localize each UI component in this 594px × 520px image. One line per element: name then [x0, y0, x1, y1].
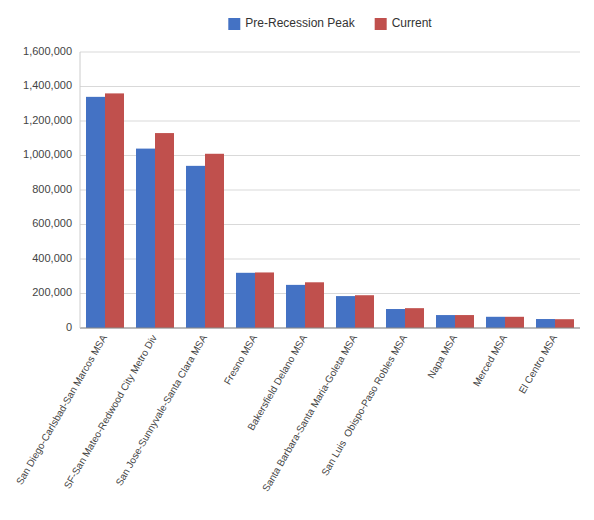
bar: [186, 166, 205, 328]
y-tick-label: 800,000: [32, 183, 72, 195]
legend-label: Pre-Recession Peak: [245, 16, 355, 30]
bar: [505, 317, 524, 328]
bar: [155, 133, 174, 328]
x-tick-label: SF-San Mateo-Redwood City Metro Div: [62, 333, 159, 491]
grid-line: [80, 86, 580, 87]
bar: [405, 308, 424, 328]
bar: [355, 295, 374, 328]
y-tick-label: 0: [66, 321, 72, 333]
bars: [86, 93, 574, 328]
bar: [305, 282, 324, 328]
y-tick-label: 600,000: [32, 217, 72, 229]
bar: [205, 154, 224, 328]
legend: Pre-Recession Peak Current: [228, 16, 432, 30]
bar: [536, 319, 555, 328]
x-tick-label: El Centro MSA: [516, 333, 559, 396]
bar: [255, 272, 274, 328]
x-tick-label: Fresno MSA: [222, 333, 259, 387]
y-tick-label: 1,000,000: [23, 148, 72, 160]
y-tick-label: 1,600,000: [23, 45, 72, 57]
bar: [386, 309, 405, 328]
x-tick-label: Bakersfield Delano MSA: [245, 333, 309, 433]
bar: [136, 149, 155, 328]
legend-swatch: [375, 18, 387, 30]
legend-label: Current: [392, 16, 433, 30]
bar: [236, 273, 255, 328]
chart: 0 200,000 400,000 600,000 800,000 1,000,000 1,…: [0, 0, 594, 520]
x-tick-label: San Luis Obispo-Paso Robles MSA: [319, 333, 409, 478]
y-tick-label: 1,200,000: [23, 114, 72, 126]
x-axis-line: [80, 328, 580, 329]
bar: [555, 319, 574, 328]
y-axis: 0 200,000 400,000 600,000 800,000 1,000,000 1,…: [23, 45, 580, 333]
x-axis: San Diego-Carlsbad-San Marcos MSASF-San …: [14, 333, 559, 494]
legend-swatch: [228, 18, 240, 30]
grid-line: [80, 328, 580, 329]
y-tick-label: 400,000: [32, 252, 72, 264]
bar: [436, 315, 455, 328]
bar: [336, 296, 355, 328]
legend-item: Pre-Recession Peak: [228, 16, 355, 30]
x-tick-label: San Diego-Carlsbad-San Marcos MSA: [14, 333, 109, 487]
grid-line: [80, 52, 580, 53]
bar: [105, 93, 124, 328]
bar: [455, 315, 474, 328]
bar: [486, 317, 505, 328]
grid-line: [80, 121, 580, 122]
y-axis-line: [80, 52, 81, 328]
x-tick-label: Napa MSA: [425, 333, 459, 381]
y-tick-label: 1,400,000: [23, 79, 72, 91]
legend-item: Current: [375, 16, 433, 30]
bar: [86, 97, 105, 328]
x-tick-label: Merced MSA: [471, 333, 510, 389]
bar: [286, 285, 305, 328]
y-tick-label: 200,000: [32, 286, 72, 298]
x-tick-label: San Jose-Sunnyvale-Santa Clara MSA: [113, 333, 209, 488]
x-tick-label: Santa Barbara-Santa Maria-Goleta MSA: [260, 333, 359, 494]
